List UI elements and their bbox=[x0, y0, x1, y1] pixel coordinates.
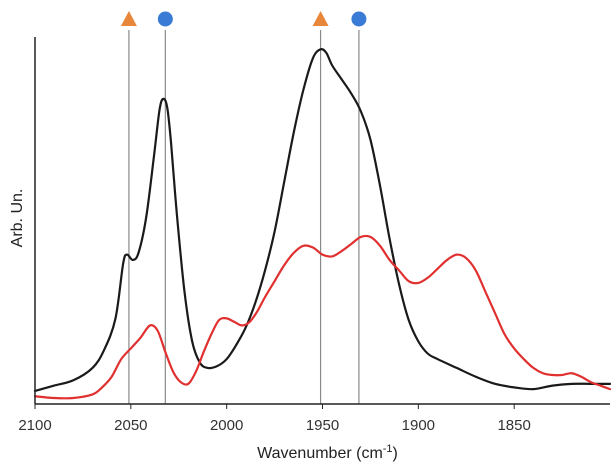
x-axis-title-main: Wavenumber (cm bbox=[257, 445, 383, 462]
x-axis-title-suffix: ) bbox=[393, 445, 398, 462]
x-axis-ticks: 2100 2050 2000 1950 1900 1850 bbox=[18, 404, 531, 434]
series-line-black bbox=[33, 48, 612, 393]
x-tick-label: 2100 bbox=[18, 417, 51, 434]
x-axis-title: Wavenumber (cm-1) bbox=[257, 443, 398, 462]
x-tick-label: 2000 bbox=[210, 417, 243, 434]
x-tick-label: 1850 bbox=[497, 417, 530, 434]
x-axis-title-superscript: -1 bbox=[383, 443, 393, 455]
circle-marker bbox=[351, 11, 367, 27]
triangle-marker bbox=[120, 11, 137, 26]
y-axis-title: Arb. Un. bbox=[9, 189, 26, 248]
reference-lines bbox=[128, 30, 360, 404]
series-line-red bbox=[33, 234, 612, 400]
reference-markers bbox=[120, 11, 367, 27]
circle-marker bbox=[157, 11, 173, 27]
x-tick-label: 1950 bbox=[306, 417, 339, 434]
x-tick-label: 2050 bbox=[114, 417, 147, 434]
triangle-marker bbox=[312, 11, 329, 26]
x-tick-label: 1900 bbox=[402, 417, 435, 434]
series-layer bbox=[33, 48, 612, 400]
